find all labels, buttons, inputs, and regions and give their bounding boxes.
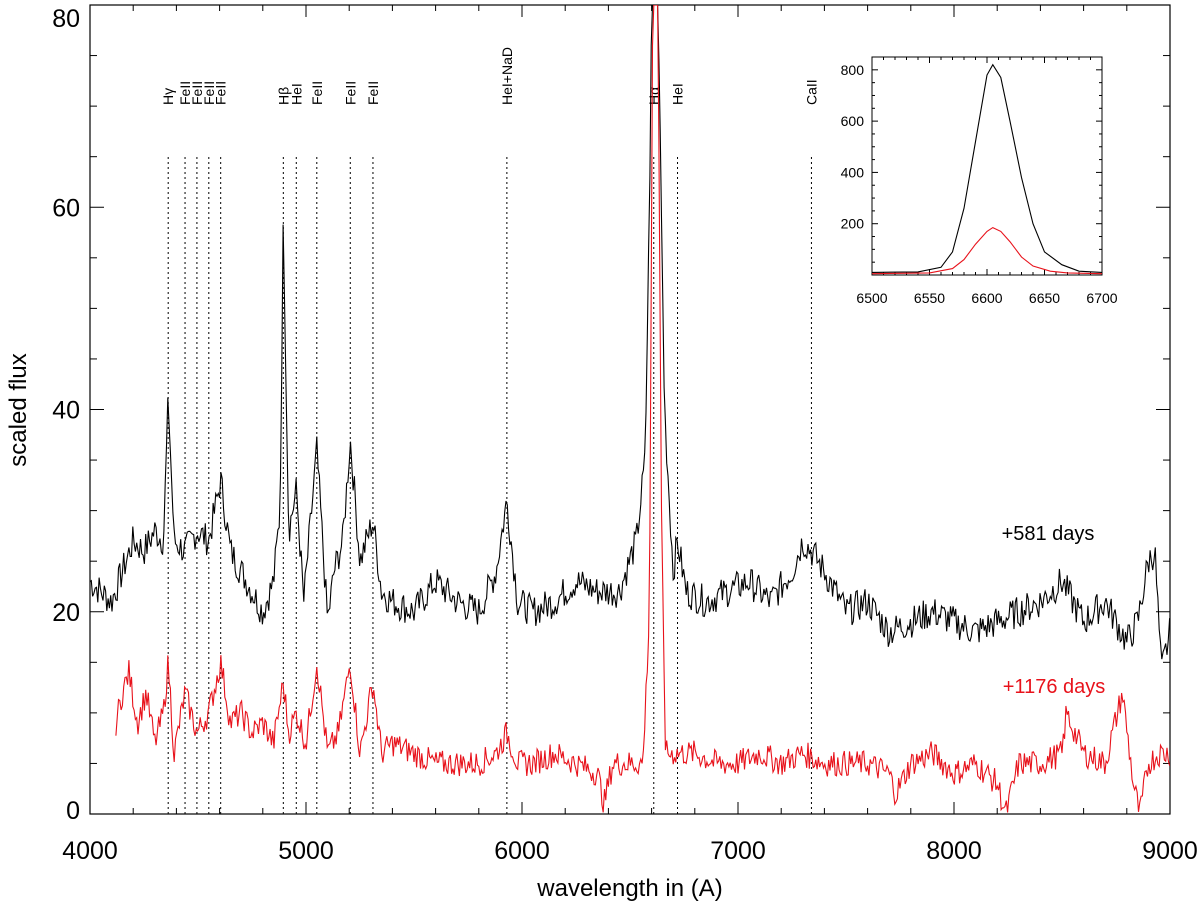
marker-label-3: FeII: [201, 81, 217, 105]
inset-series-line-1176-days: [872, 226, 1102, 275]
inset-x-tick-label-6700: 6700: [1086, 290, 1117, 306]
inset-ticks: 6500 6550 6600 6650 6700 200 400 600 800: [841, 57, 1118, 306]
y-tick-label-0: 0: [66, 797, 80, 825]
y-tick-label-20: 20: [52, 599, 80, 627]
y-axis-label: scaled flux: [5, 353, 32, 466]
x-tick-label-6000: 6000: [494, 837, 550, 865]
annotation-1176-days: +1176 days: [1003, 676, 1106, 698]
y-tick-labels: 0 20 40 60 80: [52, 5, 80, 825]
inset-series-line-581-days: [872, 63, 1102, 273]
x-tick-label-8000: 8000: [926, 837, 982, 865]
marker-label-10: HeI+NaD: [499, 47, 515, 105]
marker-label-12: HeI: [670, 83, 686, 105]
marker-label-7: FeII: [309, 81, 325, 105]
x-tick-label-7000: 7000: [710, 837, 766, 865]
inset-x-tick-label-6500: 6500: [856, 290, 887, 306]
series-line-1176-days: [115, 5, 1170, 813]
inset-plot: 6500 6550 6600 6650 6700 200 400 600 800: [841, 56, 1118, 306]
marker-label-0: Hγ: [160, 88, 176, 105]
x-tick-label-5000: 5000: [278, 837, 334, 865]
inset-x-tick-label-6600: 6600: [971, 290, 1002, 306]
inset-y-tick-label-800: 800: [841, 62, 865, 78]
inset-frame: [871, 56, 1103, 276]
marker-label-8: FeII: [342, 81, 358, 105]
inset-y-tick-label-600: 600: [841, 113, 865, 129]
inset-x-tick-label-6650: 6650: [1029, 290, 1060, 306]
marker-label-13: CaII: [803, 79, 819, 105]
marker-label-4: FeII: [213, 81, 229, 105]
x-tick-label-9000: 9000: [1142, 837, 1198, 865]
marker-label-11: Hα: [646, 87, 662, 105]
marker-label-1: FeII: [177, 81, 193, 105]
minor-ticks: [89, 4, 1171, 815]
marker-label-2: FeII: [189, 81, 205, 105]
x-axis-label: wavelength in (A): [536, 875, 722, 902]
inset-y-tick-label-400: 400: [841, 164, 865, 180]
y-tick-label-60: 60: [52, 194, 80, 222]
y-tick-label-40: 40: [52, 397, 80, 425]
x-tick-labels: 4000 5000 6000 7000 8000 9000: [62, 837, 1198, 865]
marker-label-6: HeI: [288, 83, 304, 105]
y-tick-label-80: 80: [52, 5, 80, 33]
inset-y-tick-label-200: 200: [841, 216, 865, 232]
marker-label-5: Hβ: [275, 87, 291, 105]
marker-label-9: FeII: [365, 81, 381, 105]
x-tick-label-4000: 4000: [62, 837, 118, 865]
inset-x-tick-label-6550: 6550: [914, 290, 945, 306]
series-line-581-days: [90, 5, 1170, 660]
annotation-581-days: +581 days: [1002, 523, 1095, 545]
